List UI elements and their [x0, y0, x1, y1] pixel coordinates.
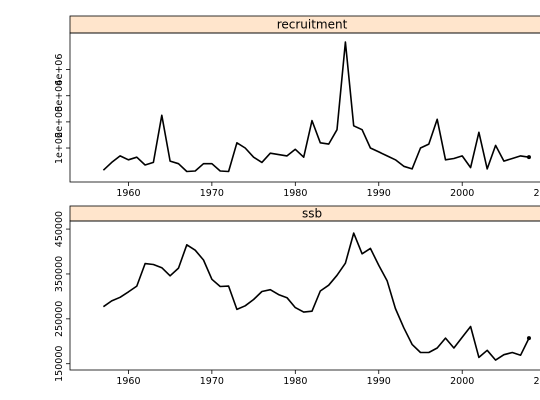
y-tick-label: 3e+06 [54, 80, 65, 112]
x-tick-label: 1960 [116, 188, 140, 199]
panel-title: ssb [302, 207, 322, 221]
series-line [102, 232, 530, 361]
panel-ssb: ssb 1960 1970 1980 1990 2000 2010 150000 250000 3… [54, 205, 540, 387]
last-point-marker [526, 155, 531, 160]
x-tick-label: 1980 [283, 188, 307, 199]
y-tick-label: 1e+06 [54, 132, 65, 164]
plot-frame [69, 32, 540, 183]
x-tick-label: 2000 [450, 188, 474, 199]
y-tick-label: 2e+06 [54, 106, 65, 138]
x-tick-label: 1960 [116, 376, 140, 387]
y-tick-label: 450000 [54, 211, 65, 247]
x-tick-label: 2000 [450, 376, 474, 387]
y-tick-label: 150000 [54, 346, 65, 382]
x-tick-label: 1990 [367, 188, 391, 199]
panel-title: recruitment [277, 18, 348, 32]
plot-frame [69, 220, 540, 371]
x-tick-label: 1990 [367, 376, 391, 387]
x-tick-label: 1980 [283, 376, 307, 387]
x-tick-label: 1970 [200, 376, 224, 387]
y-tick-label: 4e+06 [54, 54, 65, 86]
y-tick-label: 350000 [54, 256, 65, 292]
x-tick-label: 2010 [534, 188, 540, 199]
last-point-marker [526, 336, 531, 341]
x-tick-label: 1970 [200, 188, 224, 199]
x-tick-label: 2010 [534, 376, 540, 387]
y-tick-label: 250000 [54, 301, 65, 337]
panel-recruitment: recruitment 1960 1970 1980 1990 2000 2010 1e+06… [54, 15, 540, 199]
series-line [102, 41, 530, 173]
